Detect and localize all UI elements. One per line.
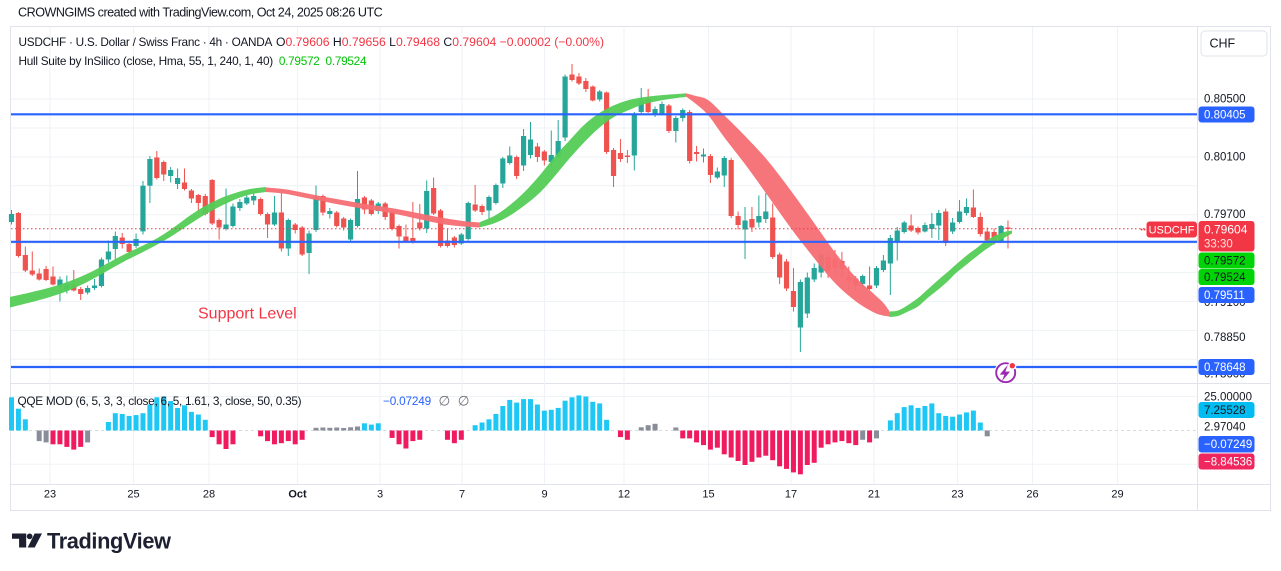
svg-text:25: 25 [127,489,139,501]
svg-text:0.80100: 0.80100 [1204,152,1246,164]
svg-text:0.80500: 0.80500 [1204,94,1246,106]
svg-text:29: 29 [1111,489,1123,501]
svg-text:28: 28 [203,489,215,501]
svg-text:0.79524: 0.79524 [1204,272,1246,284]
svg-text:USDCHF: USDCHF [1149,225,1195,237]
svg-text:0.79511: 0.79511 [1204,290,1245,302]
svg-text:0.80405: 0.80405 [1204,110,1246,122]
svg-text:Hull Suite by InSilico (close,: Hull Suite by InSilico (close, Hma, 55, … [19,54,367,68]
svg-text:2.97040: 2.97040 [1204,421,1246,433]
svg-text:−0.07249: −0.07249 [1204,439,1252,451]
svg-text:USDCHF · U.S. Dollar / Swiss F: USDCHF · U.S. Dollar / Swiss Franc · 4h … [19,35,273,49]
svg-text:33:30: 33:30 [1204,239,1233,251]
svg-text:−0.07249: −0.07249 [383,394,431,408]
svg-text:CROWNGIMS created with Trading: CROWNGIMS created with TradingView.com, … [18,6,383,20]
svg-text:23: 23 [44,489,56,501]
svg-text:Oct: Oct [288,489,307,501]
svg-text:0.79604: 0.79604 [1204,223,1248,237]
svg-text:0.79700: 0.79700 [1204,209,1246,221]
svg-text:26: 26 [1026,489,1038,501]
svg-text:9: 9 [541,489,547,501]
svg-text:Support Level: Support Level [198,306,297,323]
svg-text:∅ ∅: ∅ ∅ [439,394,470,409]
svg-text:3: 3 [377,489,383,501]
svg-text:15: 15 [702,489,714,501]
svg-text:23: 23 [951,489,963,501]
svg-text:CHF: CHF [1210,37,1236,51]
svg-text:TradingView: TradingView [47,529,171,554]
svg-text:12: 12 [618,489,630,501]
svg-text:0.78648: 0.78648 [1204,362,1246,374]
svg-text:QQE MOD (6, 5, 3, 3, close, 6,: QQE MOD (6, 5, 3, 3, close, 6, 5, 1.61, … [18,394,302,408]
svg-text:21: 21 [868,489,880,501]
svg-text:7: 7 [459,489,465,501]
svg-text:−8.84536: −8.84536 [1204,457,1252,469]
svg-text:17: 17 [785,489,797,501]
svg-text:0.79572: 0.79572 [1204,256,1246,268]
svg-text:0.78850: 0.78850 [1204,332,1246,344]
svg-text:7.25528: 7.25528 [1204,405,1246,417]
svg-text:O0.79606 H0.79656 L0.79468 C0.: O0.79606 H0.79656 L0.79468 C0.79604 −0.0… [276,35,604,49]
svg-text:25.00000: 25.00000 [1204,392,1252,404]
